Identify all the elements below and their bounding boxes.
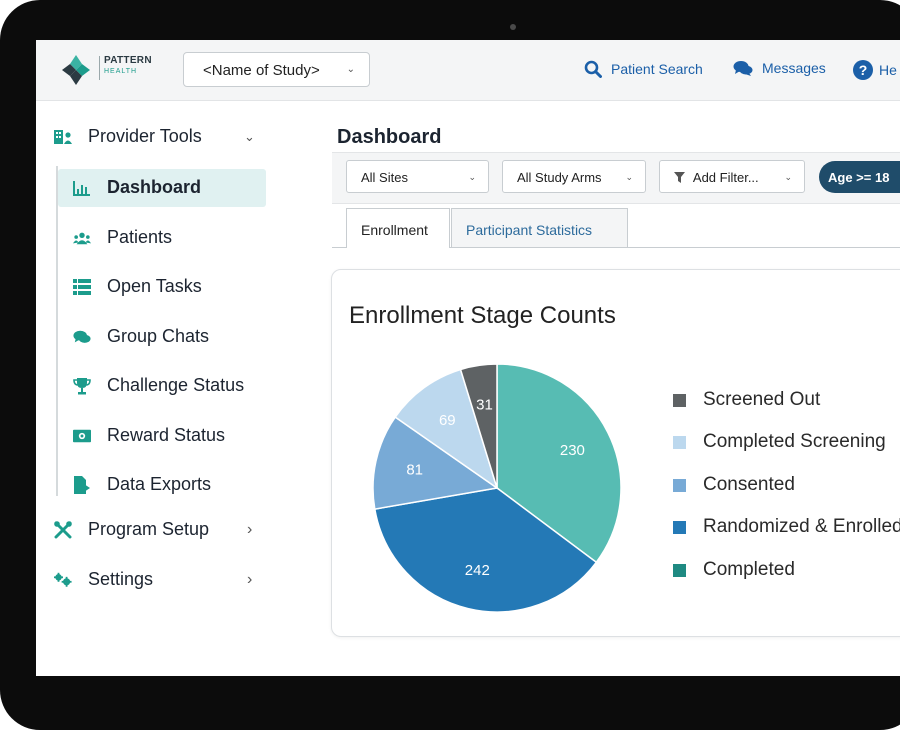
file-export-icon	[73, 475, 91, 494]
chevron-down-icon: ⌄	[784, 172, 792, 182]
sidebar-item-label: Group Chats	[107, 326, 210, 346]
tab-enrollment[interactable]: Enrollment	[346, 208, 450, 248]
app-screen: PATTERN HEALTH <Name of Study> ⌄ Patient…	[36, 40, 900, 676]
legend-item: Screened Out	[673, 389, 820, 411]
chevron-right-icon: ›	[247, 521, 253, 538]
help-link[interactable]: ? He	[853, 60, 897, 80]
add-filter-label: Add Filter...	[692, 170, 759, 185]
legend-item: Completed Screening	[673, 431, 886, 453]
legend-label: Completed	[703, 559, 795, 580]
sidebar-item-label: Patients	[107, 227, 173, 247]
pie-slice-completed-screening	[394, 368, 499, 490]
legend-item: Consented	[673, 474, 795, 496]
help-icon: ?	[853, 60, 873, 80]
pie-slice-consented	[372, 416, 499, 510]
svg-text:?: ?	[859, 62, 868, 78]
enrollment-pie-chart: 230 242 81 69 31	[372, 363, 622, 613]
pie-slice-randomized-enrolled	[373, 487, 598, 613]
legend-label: Screened Out	[703, 389, 821, 410]
sidebar-item-reward-status[interactable]: Reward Status	[73, 425, 225, 446]
money-icon	[73, 427, 91, 445]
sidebar-item-patients[interactable]: Patients	[73, 227, 172, 248]
filter-icon	[674, 172, 685, 183]
legend-item: Completed	[673, 559, 795, 581]
tab-underline	[332, 247, 900, 248]
messages-link[interactable]: Messages	[733, 60, 826, 76]
gears-icon	[54, 571, 72, 589]
chevron-down-icon: ⌄	[468, 172, 476, 182]
legend-label: Randomized & Enrolled	[703, 516, 900, 537]
sidebar-item-label: Data Exports	[107, 474, 212, 494]
legend-label: Completed Screening	[703, 431, 886, 452]
bar-chart-icon	[73, 179, 91, 197]
sidebar-item-label: Open Tasks	[107, 276, 202, 296]
chart-title: Enrollment Stage Counts	[349, 302, 616, 329]
chevron-down-icon: ⌄	[244, 129, 255, 144]
search-icon	[584, 60, 602, 78]
settings-label: Settings	[88, 569, 154, 589]
sidebar-item-data-exports[interactable]: Data Exports	[73, 474, 211, 495]
legend-swatch	[673, 520, 686, 534]
patient-search-label: Patient Search	[611, 61, 703, 77]
study-arms-dropdown-value: All Study Arms	[517, 170, 602, 185]
pie-slice-completed	[496, 363, 622, 564]
brand-line-1: PATTERN	[104, 55, 152, 66]
legend-swatch	[673, 478, 686, 492]
study-select-value: <Name of Study>	[203, 62, 320, 79]
tab-participant-statistics[interactable]: Participant Statistics	[451, 208, 628, 248]
task-list-icon	[73, 278, 91, 296]
legend-swatch	[673, 563, 686, 577]
users-icon	[73, 229, 91, 247]
add-filter-dropdown[interactable]: Add Filter... ⌄	[659, 160, 805, 193]
brand-line-2: HEALTH	[104, 68, 138, 75]
sites-dropdown-value: All Sites	[361, 170, 408, 185]
brand-name: PATTERN HEALTH	[104, 56, 152, 76]
sidebar-item-label: Dashboard	[107, 177, 202, 197]
sidebar-active-highlight	[58, 169, 266, 207]
sidebar-item-open-tasks[interactable]: Open Tasks	[73, 276, 202, 297]
sidebar-section-program-setup[interactable]: Program Setup ›	[54, 519, 252, 540]
sites-dropdown[interactable]: All Sites ⌄	[346, 160, 489, 193]
sidebar-section-settings[interactable]: Settings ›	[54, 569, 252, 590]
legend-item: Randomized & Enrolled	[673, 516, 900, 538]
chevron-right-icon: ›	[247, 571, 253, 588]
pie-data-label: 242	[465, 562, 490, 579]
program-setup-label: Program Setup	[88, 519, 210, 539]
legend-swatch	[673, 435, 686, 449]
study-arms-dropdown[interactable]: All Study Arms ⌄	[502, 160, 646, 193]
pie-data-label: 69	[439, 412, 456, 429]
age-filter-pill[interactable]: Age >= 18	[819, 161, 900, 193]
pie-slice-screened-out	[459, 363, 498, 489]
page-title: Dashboard	[337, 126, 442, 148]
tools-icon	[54, 520, 72, 539]
legend-label: Consented	[703, 474, 795, 495]
help-label: He	[879, 62, 897, 78]
top-bar: PATTERN HEALTH <Name of Study> ⌄ Patient…	[36, 40, 900, 101]
pie-data-label: 31	[476, 397, 493, 414]
trophy-icon	[73, 377, 91, 395]
pattern-health-logo-icon[interactable]	[58, 53, 94, 87]
provider-tools-icon	[54, 128, 72, 146]
chat-bubbles-icon	[733, 61, 753, 76]
sidebar-item-group-chats[interactable]: Group Chats	[73, 326, 209, 347]
patient-search-link[interactable]: Patient Search	[584, 60, 703, 78]
sidebar-item-challenge-status[interactable]: Challenge Status	[73, 375, 244, 396]
pie-data-label: 81	[406, 462, 423, 479]
provider-tools-label: Provider Tools	[88, 126, 202, 146]
messages-label: Messages	[762, 60, 826, 76]
logo-divider	[99, 56, 100, 80]
camera-dot	[510, 24, 516, 30]
sidebar-tree-rule	[56, 166, 58, 496]
chevron-down-icon: ⌄	[625, 172, 633, 182]
sidebar-section-provider-tools[interactable]: Provider Tools ⌄	[54, 126, 255, 147]
sidebar-item-label: Reward Status	[107, 425, 226, 445]
sidebar-item-dashboard[interactable]: Dashboard	[73, 177, 201, 198]
chevron-down-icon: ⌄	[346, 64, 355, 75]
study-select[interactable]: <Name of Study> ⌄	[183, 52, 370, 87]
legend-swatch	[673, 393, 686, 407]
sidebar-item-label: Challenge Status	[107, 375, 245, 395]
chat-bubbles-icon	[73, 328, 91, 346]
pie-data-label: 230	[560, 442, 585, 459]
